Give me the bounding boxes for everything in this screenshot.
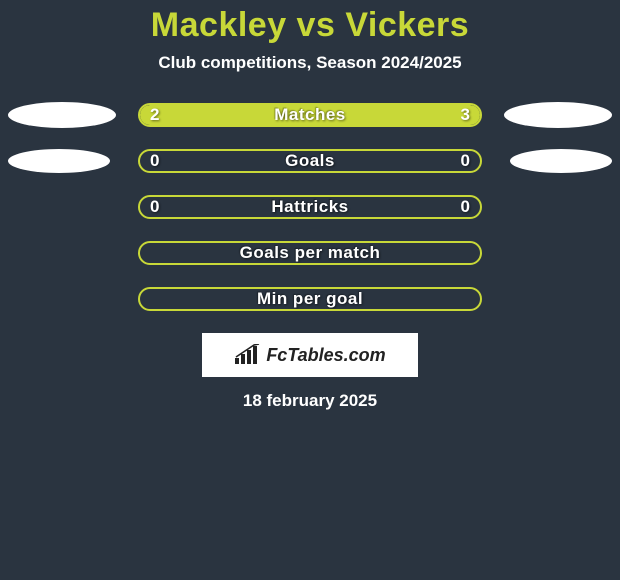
stat-row: Min per goal <box>0 287 620 311</box>
stat-value-right: 0 <box>461 151 470 171</box>
stat-label: Min per goal <box>257 289 363 309</box>
logo-text: FcTables.com <box>266 345 385 366</box>
bar-chart-icon <box>234 344 260 366</box>
stat-bar: Min per goal <box>138 287 482 311</box>
stat-label: Hattricks <box>271 197 348 217</box>
stat-bar: Goals per match <box>138 241 482 265</box>
stat-value-right: 0 <box>461 197 470 217</box>
stat-label: Goals <box>285 151 335 171</box>
stat-bar: 0 0 Goals <box>138 149 482 173</box>
stat-value-right: 3 <box>461 105 470 125</box>
main-panel: Mackley vs Vickers Club competitions, Se… <box>0 0 620 411</box>
stat-row: 0 0 Hattricks <box>0 195 620 219</box>
stat-row: 2 3 Matches <box>0 103 620 127</box>
stat-rows: 2 3 Matches 0 0 Goals 0 0 Hattricks Goals per mat… <box>0 103 620 311</box>
player-left-marker <box>8 102 116 128</box>
stat-label: Matches <box>274 105 346 125</box>
bar-fill-left <box>140 105 276 125</box>
page-subtitle: Club competitions, Season 2024/2025 <box>0 53 620 73</box>
stat-bar: 2 3 Matches <box>138 103 482 127</box>
date-label: 18 february 2025 <box>0 391 620 411</box>
stat-row: 0 0 Goals <box>0 149 620 173</box>
page-title: Mackley vs Vickers <box>0 6 620 45</box>
player-right-marker <box>504 102 612 128</box>
stat-row: Goals per match <box>0 241 620 265</box>
site-logo[interactable]: FcTables.com <box>202 333 418 377</box>
stat-bar: 0 0 Hattricks <box>138 195 482 219</box>
player-left-marker <box>8 149 110 173</box>
stat-value-left: 0 <box>150 151 159 171</box>
stat-label: Goals per match <box>240 243 381 263</box>
stat-value-left: 0 <box>150 197 159 217</box>
player-right-marker <box>510 149 612 173</box>
stat-value-left: 2 <box>150 105 159 125</box>
